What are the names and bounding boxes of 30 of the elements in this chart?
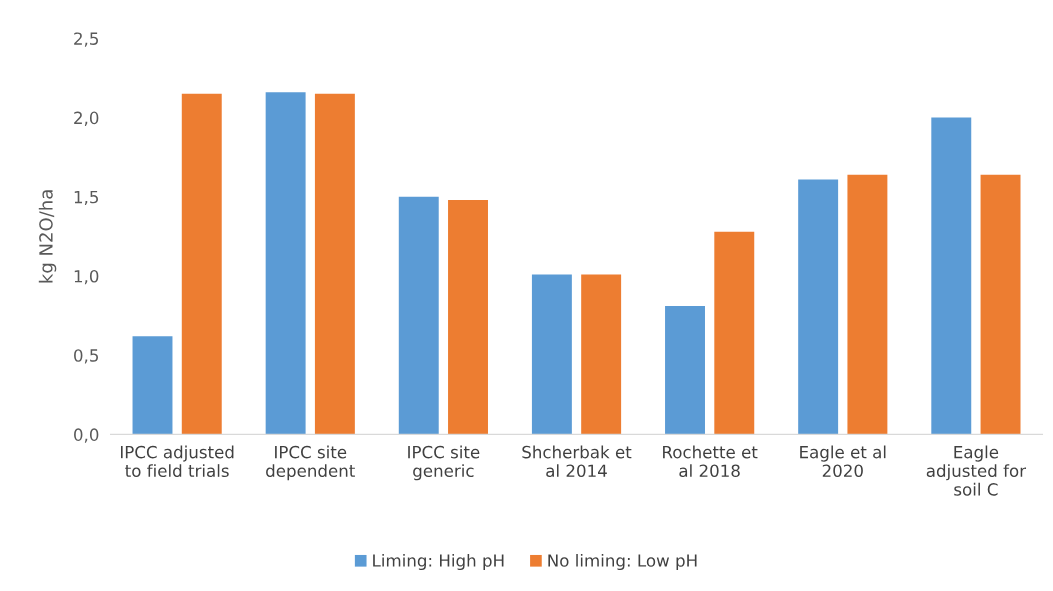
bar <box>181 93 222 435</box>
x-tick-label: Eagle adjusted for soil C <box>926 445 1027 496</box>
y-tick-label: 2,5 <box>74 32 98 47</box>
legend-label: No liming: Low pH <box>548 553 697 571</box>
bar <box>265 92 306 435</box>
bar <box>665 306 705 435</box>
x-tick-label: IPCC adjusted to field trials <box>120 445 234 478</box>
x-tick-label: IPCC site generic <box>408 445 480 481</box>
bar <box>714 231 755 435</box>
bar <box>581 274 622 435</box>
bar <box>132 336 173 435</box>
bar <box>847 174 888 435</box>
x-tick-label: Rochette et al 2018 <box>663 445 758 478</box>
legend-label: Liming: High pH <box>373 553 504 571</box>
y-tick-label: 1,5 <box>74 190 98 206</box>
bar <box>448 199 488 435</box>
bar <box>931 117 972 435</box>
bar <box>980 174 1021 435</box>
y-axis-title: kg N2O/ha <box>38 190 57 283</box>
y-tick-label: 2,0 <box>74 111 99 126</box>
y-tick-label: 1,0 <box>74 269 99 285</box>
x-tick-label: IPCC site dependent <box>266 445 355 481</box>
y-tick-label: 0,5 <box>74 349 98 364</box>
bar <box>314 93 355 435</box>
x-tick-label: Eagle et al 2020 <box>800 445 886 478</box>
y-tick-label: 0,0 <box>74 428 99 443</box>
bar <box>531 274 572 435</box>
bar <box>398 196 439 435</box>
bar <box>798 179 839 435</box>
x-tick-label: Shcherbak et al 2014 <box>522 445 632 478</box>
